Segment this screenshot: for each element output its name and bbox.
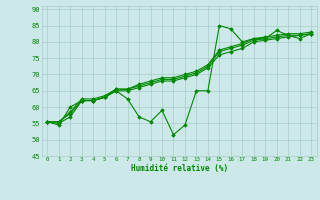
X-axis label: Humidité relative (%): Humidité relative (%) [131, 164, 228, 173]
